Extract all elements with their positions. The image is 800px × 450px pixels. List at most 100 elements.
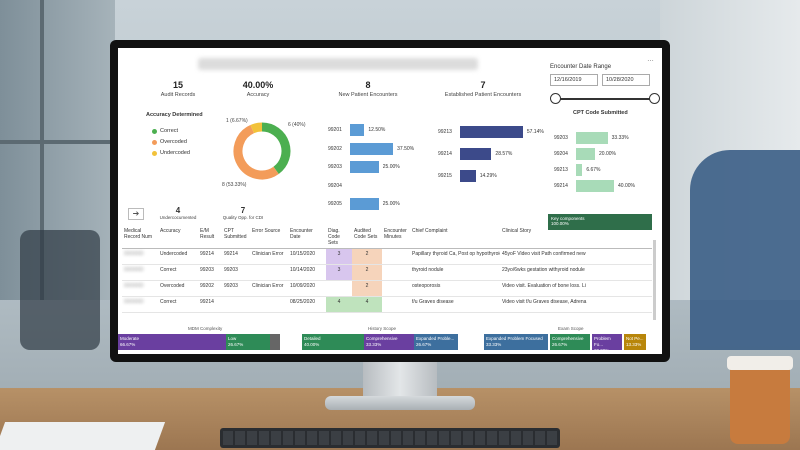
table-header-cell[interactable]: CPT Submitted — [222, 226, 250, 249]
scope-segment[interactable]: Moderate 66.67% — [118, 334, 226, 350]
bar[interactable] — [350, 124, 365, 136]
table-scrollbar[interactable] — [653, 240, 656, 320]
table-cell: Correct — [158, 296, 198, 313]
bar-row[interactable]: 99204 — [328, 180, 350, 192]
bar[interactable] — [576, 164, 583, 176]
bar[interactable] — [460, 148, 492, 160]
bar-row[interactable]: 99215 14.29% — [438, 170, 497, 182]
scope-segment[interactable] — [270, 334, 280, 350]
scope-segment[interactable]: Expanded Proble... 26.67% — [414, 334, 458, 350]
segment-label: Detailed — [304, 336, 321, 341]
scope-segment[interactable]: Not Pe... 13.33% — [624, 334, 646, 350]
bar-row[interactable]: 99203 33.33% — [554, 132, 629, 144]
kpi-label: New Patient Encounters — [338, 92, 398, 98]
table-cell: 0000000 — [122, 296, 158, 313]
chair — [20, 230, 100, 350]
bar-row[interactable]: 99213 6.67% — [554, 164, 601, 176]
table-cell: 0000000 — [122, 248, 158, 265]
scope-segment[interactable]: Problem Fo...20.00% — [592, 334, 622, 350]
bar[interactable] — [576, 132, 608, 144]
bar-category-label: 99203 — [328, 164, 342, 170]
bar-row[interactable]: 99203 25.00% — [328, 161, 400, 173]
segment-value: 13.33% — [626, 342, 642, 347]
table-header-cell[interactable]: Chief Complaint — [410, 226, 500, 249]
table-cell: 99214 — [198, 296, 222, 313]
kpi-label: Accuracy — [246, 92, 270, 98]
bar-row[interactable]: 99201 12.50% — [328, 124, 385, 136]
bar-category-label: 99214 — [554, 183, 568, 189]
bar-value-label: 40.00% — [618, 183, 635, 189]
bar[interactable] — [350, 198, 379, 210]
table-row[interactable]: 0000000 Undercoded 99214 99214 Clinician Err… — [122, 248, 652, 265]
bar-row[interactable]: 99214 28.57% — [438, 148, 512, 160]
table-header-cell[interactable]: Medical Record Num — [122, 226, 158, 249]
table-cell: 2 — [352, 280, 382, 297]
more-options-icon[interactable]: … — [647, 56, 654, 63]
table-header-cell[interactable]: E/M Result — [198, 226, 222, 249]
kpi-accuracy: 40.00% Accuracy — [228, 80, 288, 98]
scope-segment[interactable]: Comprehensive 26.67% — [550, 334, 590, 350]
donut-slice-undercoded[interactable] — [250, 122, 263, 134]
scope-segment[interactable]: Low 26.67% — [226, 334, 270, 350]
key-components-value: 100.00% — [551, 221, 569, 226]
donut-slice-overcoded[interactable] — [233, 124, 279, 180]
bar-row[interactable]: 99204 20.00% — [554, 148, 616, 160]
table-cell: 23yo/6wks gestation withyroid nodule — [500, 264, 652, 281]
arrow-right-icon[interactable]: ➔ — [128, 208, 144, 220]
segment-value: 33.33% — [366, 342, 382, 347]
end-date-input[interactable]: 10/28/2020 — [602, 74, 650, 86]
bar[interactable] — [350, 161, 379, 173]
bar[interactable] — [576, 180, 614, 192]
table-row[interactable]: 0000000 Overcoded 99202 99203 Clinician Erro… — [122, 280, 652, 297]
table-cell: 0000000 — [122, 280, 158, 297]
bar-category-label: 99202 — [328, 145, 342, 152]
table-header-cell[interactable]: Diag. Code Sets — [326, 226, 352, 249]
scope-segment[interactable]: Expanded Problem Focused 33.33% — [484, 334, 548, 350]
segment-value: 66.67% — [120, 342, 136, 347]
table-header-cell[interactable]: Error Source — [250, 226, 288, 249]
segment-label: Expanded Proble... — [416, 336, 455, 341]
bar[interactable] — [576, 148, 595, 160]
accuracy-donut-chart[interactable] — [231, 120, 293, 182]
papers — [0, 422, 166, 450]
scope-segment[interactable]: Comprehensive 33.33% — [364, 334, 414, 350]
bar-row[interactable]: 99205 25.00% — [328, 198, 400, 210]
table-header-cell[interactable]: Encounter Date — [288, 226, 326, 249]
bar[interactable] — [460, 170, 476, 182]
table-cell: 4 — [326, 296, 352, 313]
key-components-label: Key components — [551, 216, 585, 221]
dashboard-screen: … 15 Audit Records 40.00% Accuracy 8 New… — [118, 48, 662, 354]
bar-row[interactable]: 99213 57.14% — [438, 126, 544, 138]
bar-value-label: 33.33% — [611, 135, 629, 141]
legend-item-undercoded: Undercoded — [152, 150, 190, 156]
table-cell: Undercoded — [158, 248, 198, 265]
mini-kpi-label: Undercocumented — [159, 215, 197, 220]
table-cell: Overcoded — [158, 280, 198, 297]
bar-row[interactable]: 99202 37.50% — [328, 142, 415, 155]
table-row[interactable]: 0000000 Correct 99214 08/25/2020 4 4 f/u Grave… — [122, 296, 652, 313]
table-cell: thyroid nodule — [410, 264, 500, 281]
scope-strip: MDM Complexity History Scope Exam Scope … — [118, 326, 662, 350]
table-row[interactable]: 0000000 Correct 99203 99203 10/14/2020 3 2 thyr… — [122, 264, 652, 281]
table-header-row: Medical Record Num Accuracy E/M Result CPT … — [122, 226, 652, 249]
bar-value-label: 37.50% — [397, 145, 415, 152]
accuracy-legend: Correct Overcoded Undercoded — [152, 128, 190, 161]
audit-table: Medical Record Num Accuracy E/M Result CPT … — [122, 226, 652, 313]
bar-category-label: 99203 — [554, 135, 568, 141]
table-header-cell[interactable]: Accuracy — [158, 226, 198, 249]
slider-start-handle[interactable] — [550, 93, 561, 104]
start-date-input[interactable]: 12/16/2019 — [550, 74, 598, 86]
bar[interactable] — [460, 126, 523, 138]
donut-slice-correct[interactable] — [261, 122, 291, 175]
table-header-cell[interactable]: Encounter Minutes — [382, 226, 410, 249]
date-slider[interactable] — [550, 93, 660, 105]
bar[interactable] — [350, 142, 394, 155]
bar-row[interactable]: 99214 40.00% — [554, 180, 635, 192]
scope-segment[interactable]: Detailed 40.00% — [302, 334, 364, 350]
bar-category-label: 99213 — [438, 129, 452, 135]
table-header-cell[interactable]: Clinical Story — [500, 226, 652, 249]
slider-end-handle[interactable] — [649, 93, 660, 104]
table-cell: 4 — [352, 296, 382, 313]
table-cell: Video visit f/u Graves disease, Adrena — [500, 296, 652, 313]
table-header-cell[interactable]: Audited Code Sets — [352, 226, 382, 249]
